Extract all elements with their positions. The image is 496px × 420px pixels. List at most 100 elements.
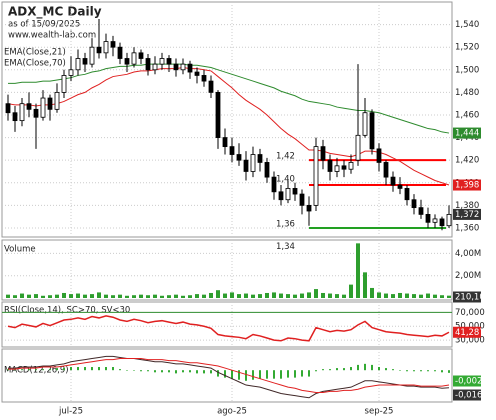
ema-line	[8, 63, 450, 134]
macd-histogram-bar	[399, 370, 401, 371]
candle-body	[327, 159, 333, 172]
chart-title: ADX_MC Daily	[8, 5, 102, 20]
macd-histogram-bar	[350, 367, 352, 371]
volume-bar	[321, 292, 325, 298]
candle-body	[110, 41, 116, 48]
macd-histogram-bar	[378, 367, 380, 371]
macd-histogram-bar	[56, 368, 58, 371]
candle-body	[369, 112, 375, 150]
candle-body	[173, 63, 179, 71]
candle-body	[271, 176, 277, 193]
macd-histogram-bar	[14, 369, 16, 371]
macd-histogram-bar	[140, 370, 142, 372]
volume-bar	[356, 243, 360, 298]
candle-body	[390, 176, 396, 186]
candle-body	[292, 188, 298, 195]
macd-histogram-bar	[238, 370, 240, 380]
candle-body	[89, 46, 95, 65]
macd-histogram-bar	[371, 364, 373, 371]
candle-body	[348, 162, 354, 170]
x-tick-label: ago-25	[217, 407, 247, 417]
volume-bar	[188, 295, 192, 298]
macd-histogram-bar	[357, 364, 359, 371]
candle-body	[243, 159, 249, 172]
candle-body	[19, 103, 25, 122]
last-value-label: 1,398	[455, 181, 479, 191]
last-value-box	[453, 326, 481, 338]
macd-histogram-bar	[245, 370, 247, 381]
volume-bar	[223, 293, 227, 298]
last-value-label: 1,372	[455, 210, 479, 220]
volume-bar	[440, 295, 444, 298]
candle-body	[341, 165, 347, 170]
macd-histogram-bar	[203, 370, 205, 374]
source: www.wealth-lab.com	[8, 31, 96, 41]
volume-bar	[195, 294, 199, 298]
volume-bar	[41, 295, 45, 298]
candle-body	[334, 165, 340, 172]
macd-histogram-bar	[98, 367, 100, 371]
volume-bar	[342, 294, 346, 298]
volume-bar	[300, 293, 304, 298]
y-tick-label: 4,00M	[455, 249, 481, 259]
candle-body	[103, 41, 109, 54]
macd-histogram-bar	[336, 368, 338, 371]
candle-body	[397, 184, 403, 189]
y-tick-label: 70,000	[455, 308, 485, 318]
macd-histogram-bar	[119, 369, 121, 371]
macd-histogram-bar	[329, 369, 331, 371]
macd-histogram-bar	[252, 370, 254, 380]
volume-panel	[1, 239, 453, 301]
volume-bar	[34, 294, 38, 298]
last-value-box	[453, 375, 481, 387]
macd-histogram-bar	[287, 370, 289, 378]
level-label: 1,34	[276, 242, 295, 252]
macd-histogram-bar	[7, 369, 9, 371]
candle-body	[68, 69, 74, 76]
level-label: 1,40	[276, 174, 295, 184]
candle-body	[5, 103, 11, 114]
macd-histogram-bar	[231, 370, 233, 379]
y-tick-label: 1,420	[455, 156, 479, 166]
macd-histogram-bar	[308, 370, 310, 377]
volume-bar	[426, 293, 430, 298]
candle-body	[82, 58, 88, 65]
candle-body	[285, 188, 291, 201]
macd-panel	[1, 348, 453, 403]
macd-histogram-bar	[70, 367, 72, 371]
level-label: 1,42	[276, 152, 295, 162]
macd-histogram-bar	[385, 368, 387, 371]
macd-histogram-bar	[126, 370, 128, 371]
macd-histogram-bar	[301, 370, 303, 377]
macd-histogram-bar	[84, 367, 86, 371]
candle-body	[12, 112, 18, 122]
volume-bar	[125, 295, 129, 298]
candle-body	[250, 154, 256, 172]
last-value-box	[453, 389, 481, 401]
volume-bar	[398, 292, 402, 298]
candle-body	[446, 214, 452, 227]
last-value-box	[453, 179, 481, 191]
candle-body	[145, 58, 151, 71]
volume-bar	[230, 292, 234, 298]
volume-bar	[146, 295, 150, 298]
y-tick-label: 1,500	[455, 65, 479, 75]
volume-bar	[363, 272, 367, 298]
candle-body	[383, 162, 389, 178]
macd-histogram-bar	[189, 370, 191, 373]
macd-histogram-bar	[413, 370, 415, 372]
last-value-label: -0,0025	[455, 377, 488, 387]
candle-body	[411, 199, 417, 209]
volume-bar	[286, 294, 290, 298]
rsi-panel	[1, 301, 453, 348]
volume-bar	[76, 293, 80, 298]
y-tick-label: 1,520	[455, 43, 479, 53]
candle-body	[278, 191, 284, 201]
volume-bar	[258, 294, 262, 298]
candle-body	[33, 108, 39, 118]
candle-body	[215, 91, 221, 138]
candle-body	[166, 58, 172, 65]
y-tick-label: 1,380	[455, 201, 479, 211]
volume-bar	[132, 295, 136, 298]
volume-bar	[314, 289, 318, 298]
